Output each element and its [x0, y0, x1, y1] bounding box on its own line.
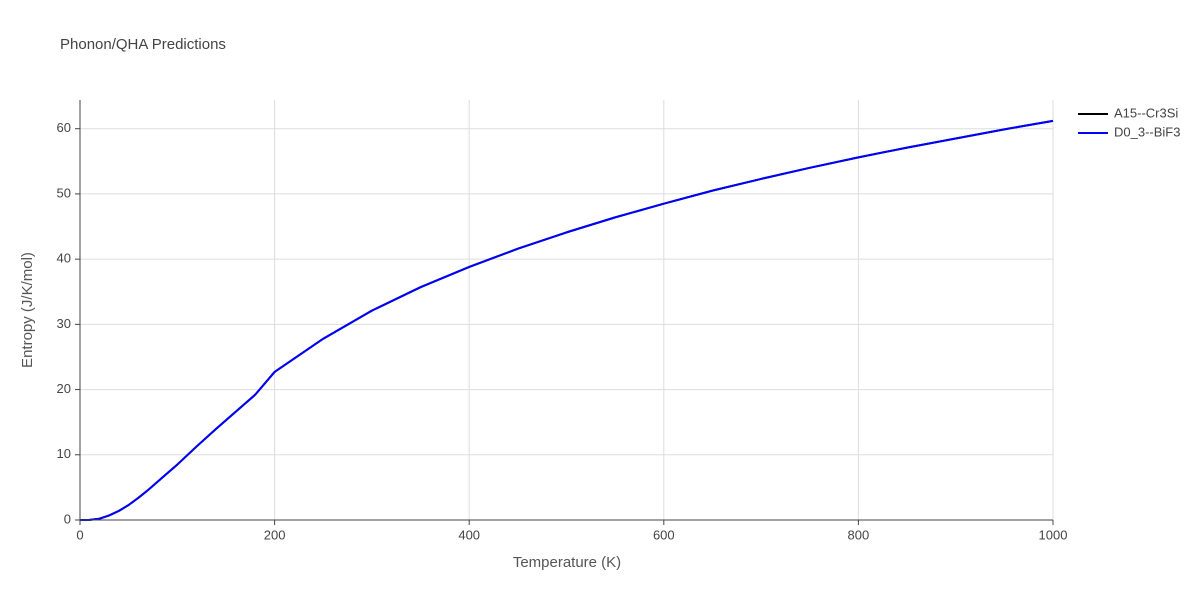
x-tick-label: 200 [264, 527, 286, 542]
y-tick-label: 50 [57, 185, 71, 200]
y-tick-label: 40 [57, 251, 71, 266]
series-line [79, 119, 1054, 521]
x-tick-label: 1000 [1039, 527, 1068, 542]
chart-title: Phonon/QHA Predictions [60, 36, 226, 53]
y-axis-title: Entropy (J/K/mol) [19, 252, 36, 368]
x-tick-label: 600 [653, 527, 675, 542]
y-tick-label: 20 [57, 381, 71, 396]
legend-label: A15--Cr3Si [1114, 105, 1178, 120]
legend-label: D0_3--BiF3 [1114, 124, 1180, 139]
x-tick-label: 0 [76, 527, 83, 542]
y-tick-label: 0 [64, 511, 71, 526]
grid [79, 100, 1054, 521]
x-tick-label: 800 [848, 527, 870, 542]
x-axis-title: Temperature (K) [513, 554, 621, 571]
plot-area [79, 119, 1054, 521]
y-tick-label: 60 [57, 120, 71, 135]
x-tick-label: 400 [458, 527, 480, 542]
series-line [79, 119, 1054, 521]
y-tick-label: 10 [57, 446, 71, 461]
y-tick-label: 30 [57, 316, 71, 331]
legend: A15--Cr3Si D0_3--BiF3 [1078, 105, 1180, 139]
